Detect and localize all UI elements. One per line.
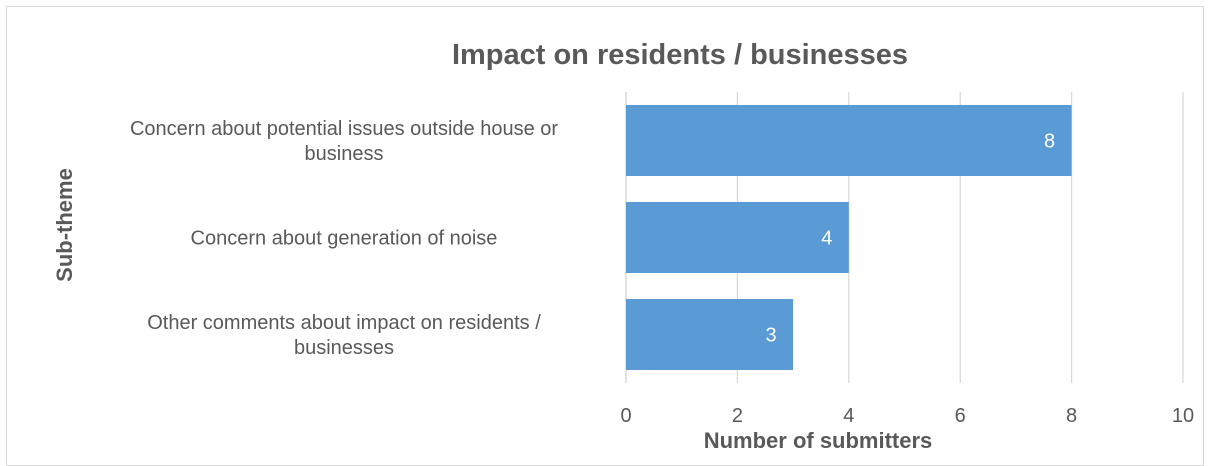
bar bbox=[626, 202, 849, 273]
chart-title: Impact on residents / businesses bbox=[452, 39, 908, 71]
x-tick-label: 2 bbox=[732, 405, 743, 427]
category-label-line: business bbox=[305, 143, 384, 165]
bar-data-label: 8 bbox=[1044, 131, 1055, 153]
bar bbox=[626, 105, 1072, 176]
x-tick-label: 4 bbox=[843, 405, 854, 427]
category-label-line: Other comments about impact on residents… bbox=[147, 312, 541, 334]
bar-data-label: 3 bbox=[766, 325, 777, 347]
x-tick-labels: 0 2 4 6 8 10 bbox=[620, 405, 1194, 427]
bar-chart: 8 4 3 Concern about potential issues outsi… bbox=[52, 39, 1194, 453]
category-label: Concern about generation of noise bbox=[191, 228, 498, 250]
x-tick-label: 8 bbox=[1066, 405, 1077, 427]
y-axis-title: Sub-theme bbox=[52, 168, 77, 282]
x-tick-label: 10 bbox=[1172, 405, 1194, 427]
bar bbox=[626, 299, 794, 370]
x-tick-label: 0 bbox=[620, 405, 631, 427]
bar-data-label: 4 bbox=[821, 228, 832, 250]
category-label: Concern about potential issues outside h… bbox=[130, 118, 558, 165]
bars bbox=[626, 105, 1072, 370]
x-axis-title: Number of submitters bbox=[704, 428, 933, 453]
data-labels: 8 4 3 bbox=[766, 131, 1056, 347]
category-labels: Concern about potential issues outside h… bbox=[130, 118, 558, 359]
category-label-line: Concern about potential issues outside h… bbox=[130, 118, 558, 140]
category-label: Other comments about impact on residents… bbox=[147, 312, 541, 359]
category-label-line: Concern about generation of noise bbox=[191, 228, 498, 250]
category-label-line: businesses bbox=[294, 337, 394, 359]
chart-frame bbox=[6, 6, 1204, 466]
x-tick-label: 6 bbox=[955, 405, 966, 427]
